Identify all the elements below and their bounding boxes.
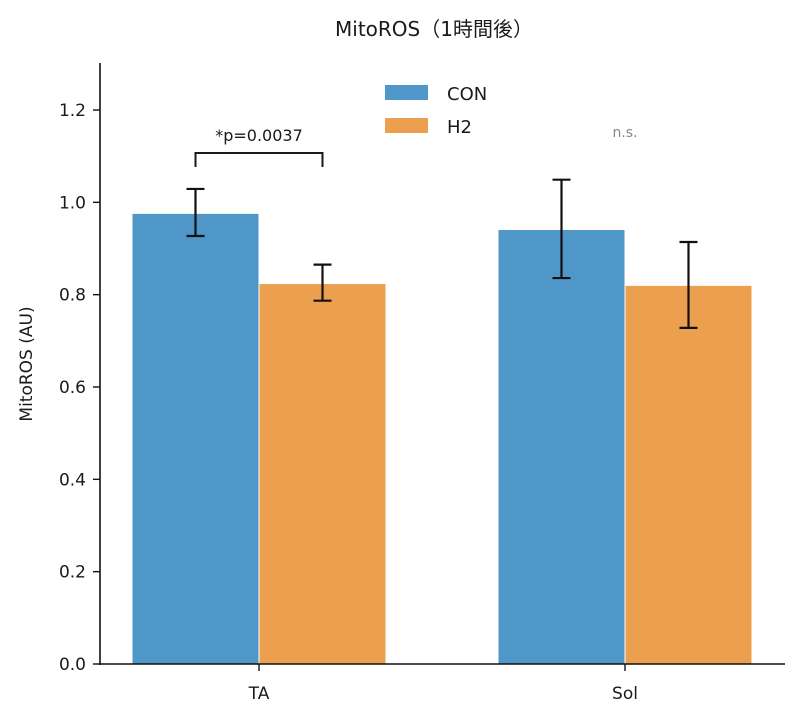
significance-bracket	[194, 152, 324, 167]
x-tick-label: TA	[248, 684, 270, 704]
y-axis-label: MitoROS (AU)	[17, 306, 37, 421]
bar-con-sol	[498, 230, 625, 665]
legend-label-con: CON	[447, 84, 487, 105]
chart-title: MitoROS（1時間後）	[335, 17, 533, 41]
significance-label: *p=0.0037	[215, 126, 303, 145]
y-tick-label: 0.2	[59, 563, 86, 583]
legend-swatch-con	[385, 85, 428, 100]
error-bar-con-sol	[552, 178, 571, 280]
bar-con-ta	[132, 213, 259, 664]
y-tick-label: 1.0	[59, 193, 86, 213]
legend-swatch-h2	[385, 118, 428, 133]
not-significant-label: n.s.	[612, 125, 637, 141]
y-tick-label: 0.4	[59, 470, 86, 490]
y-tick-label: 1.2	[59, 101, 86, 121]
bar-h2-ta	[259, 284, 386, 664]
legend-label-h2: H2	[447, 117, 472, 138]
error-bar-h2-sol	[679, 240, 698, 330]
y-tick-label: 0.0	[59, 655, 86, 675]
bar-h2-sol	[625, 285, 752, 664]
y-tick-label: 0.8	[59, 286, 86, 306]
error-bar-h2-ta	[313, 263, 332, 302]
error-bar-con-ta	[186, 187, 205, 238]
x-tick-label: Sol	[612, 684, 638, 704]
y-tick-label: 0.6	[59, 378, 86, 398]
